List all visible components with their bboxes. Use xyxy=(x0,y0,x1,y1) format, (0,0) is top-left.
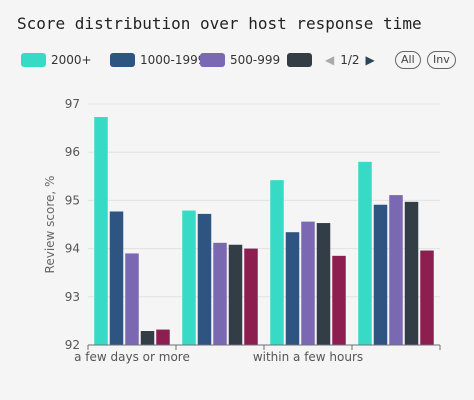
y-tick-label: 93 xyxy=(65,290,80,304)
legend-label: 2000+ xyxy=(51,53,92,67)
legend-item-series-4[interactable] xyxy=(287,50,317,70)
legend-label: 500-999 xyxy=(230,53,281,67)
legend-inverse-button[interactable]: Inv xyxy=(427,51,456,69)
bar xyxy=(156,329,170,345)
bar xyxy=(270,180,284,345)
bar xyxy=(358,161,372,345)
y-tick-label: 97 xyxy=(65,97,80,111)
legend-pager: ◀ 1/2 ▶ xyxy=(325,50,375,70)
legend-next-page-icon[interactable]: ▶ xyxy=(365,53,375,67)
bar xyxy=(301,221,315,345)
chart-title: Score distribution over host response ti… xyxy=(17,14,422,33)
bar xyxy=(140,331,155,345)
bar xyxy=(213,242,227,345)
bar xyxy=(244,248,258,345)
legend-label: 1000-1999 xyxy=(140,53,206,67)
bar xyxy=(389,195,403,345)
legend-page-indicator: 1/2 xyxy=(340,53,360,67)
legend-swatch xyxy=(200,53,225,67)
bar xyxy=(228,244,243,345)
legend-select-all-button[interactable]: All xyxy=(395,51,421,69)
x-tick-label: within a few hours xyxy=(253,350,363,364)
bar xyxy=(125,253,139,345)
bar xyxy=(182,210,196,345)
y-tick-label: 95 xyxy=(65,193,80,207)
legend-item-500-999[interactable]: 500-999 xyxy=(200,50,280,70)
legend-swatch xyxy=(110,53,135,67)
y-axis-label: Review score, % xyxy=(43,176,57,274)
bar xyxy=(373,204,388,345)
legend-item-2000-plus[interactable]: 2000+ xyxy=(21,50,92,70)
bar xyxy=(197,213,212,345)
bar xyxy=(316,223,331,345)
y-tick-label: 92 xyxy=(65,338,80,352)
x-tick-label: a few days or more xyxy=(74,350,190,364)
bar xyxy=(109,211,124,345)
legend-item-1000-1999[interactable]: 1000-1999 xyxy=(110,50,205,70)
bar xyxy=(332,255,346,345)
bar xyxy=(94,117,108,345)
bar xyxy=(285,232,300,345)
bar xyxy=(420,250,434,345)
y-tick-label: 96 xyxy=(65,145,80,159)
bar xyxy=(404,201,419,345)
legend-swatch xyxy=(287,53,312,67)
legend-swatch xyxy=(21,53,46,67)
y-tick-label: 94 xyxy=(65,242,80,256)
legend-prev-page-icon[interactable]: ◀ xyxy=(325,53,335,67)
